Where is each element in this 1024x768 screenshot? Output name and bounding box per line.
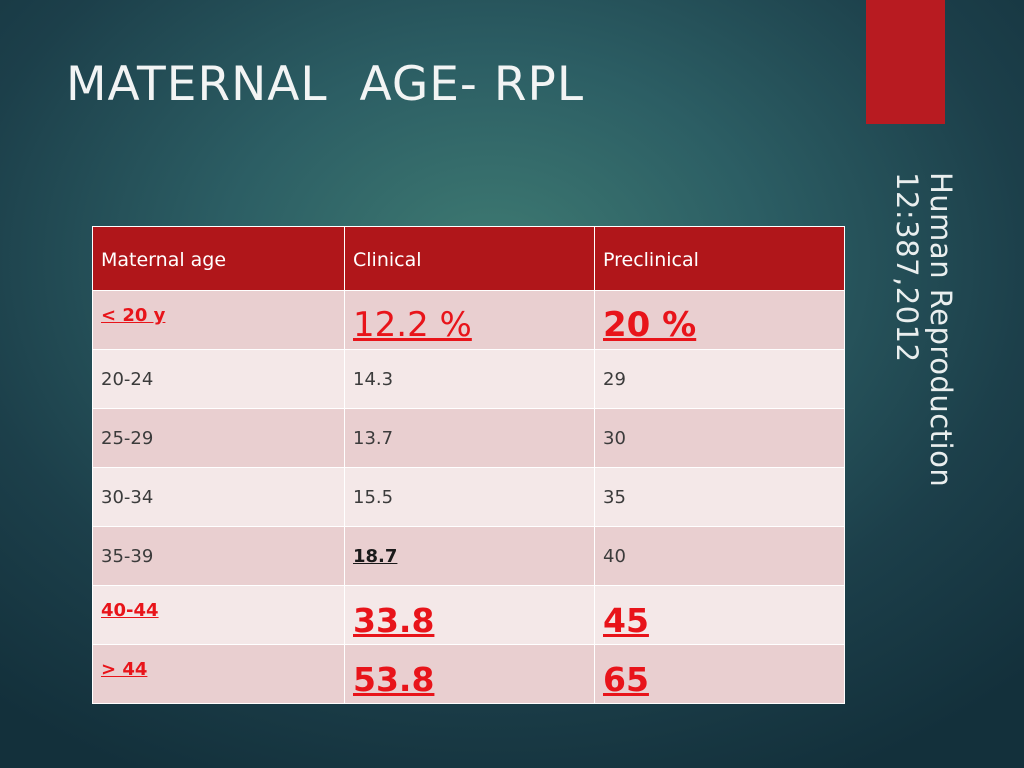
maternal-age-table: Maternal age Clinical Preclinical < 20 y… [92,226,845,704]
citation-volume-year: 12:387,2012 [890,172,924,363]
preclinical-cell: 45 [594,585,845,645]
slide-title: MATERNAL AGE- RPL [66,57,585,112]
age-cell: 35-39 [92,526,345,586]
table-row: 35-39 18.7 40 [92,526,845,586]
age-cell: 40-44 [92,585,345,645]
citation-journal: Human Reproduction [924,172,958,488]
table-row: > 44 53.8 65 [92,644,845,704]
accent-bar [866,0,945,124]
table-header-row: Maternal age Clinical Preclinical [92,226,845,291]
preclinical-cell: 20 % [594,290,845,350]
table-row: 20-24 14.3 29 [92,349,845,409]
table-row: 25-29 13.7 30 [92,408,845,468]
age-cell: 25-29 [92,408,345,468]
table-row: 30-34 15.5 35 [92,467,845,527]
preclinical-cell: 35 [594,467,845,527]
preclinical-cell: 30 [594,408,845,468]
header-clinical: Clinical [344,226,595,291]
preclinical-cell: 65 [594,644,845,704]
clinical-cell: 53.8 [344,644,595,704]
table-row: 40-44 33.8 45 [92,585,845,645]
header-preclinical: Preclinical [594,226,845,291]
clinical-cell: 12.2 % [344,290,595,350]
clinical-cell: 14.3 [344,349,595,409]
clinical-cell: 13.7 [344,408,595,468]
age-cell: > 44 [92,644,345,704]
table-row: < 20 y 12.2 % 20 % [92,290,845,350]
clinical-cell: 33.8 [344,585,595,645]
age-cell: < 20 y [92,290,345,350]
citation: Human Reproduction 12:387,2012 [890,172,958,487]
age-cell: 20-24 [92,349,345,409]
age-cell: 30-34 [92,467,345,527]
preclinical-cell: 40 [594,526,845,586]
header-maternal-age: Maternal age [92,226,345,291]
clinical-cell: 18.7 [344,526,595,586]
clinical-cell: 15.5 [344,467,595,527]
preclinical-cell: 29 [594,349,845,409]
